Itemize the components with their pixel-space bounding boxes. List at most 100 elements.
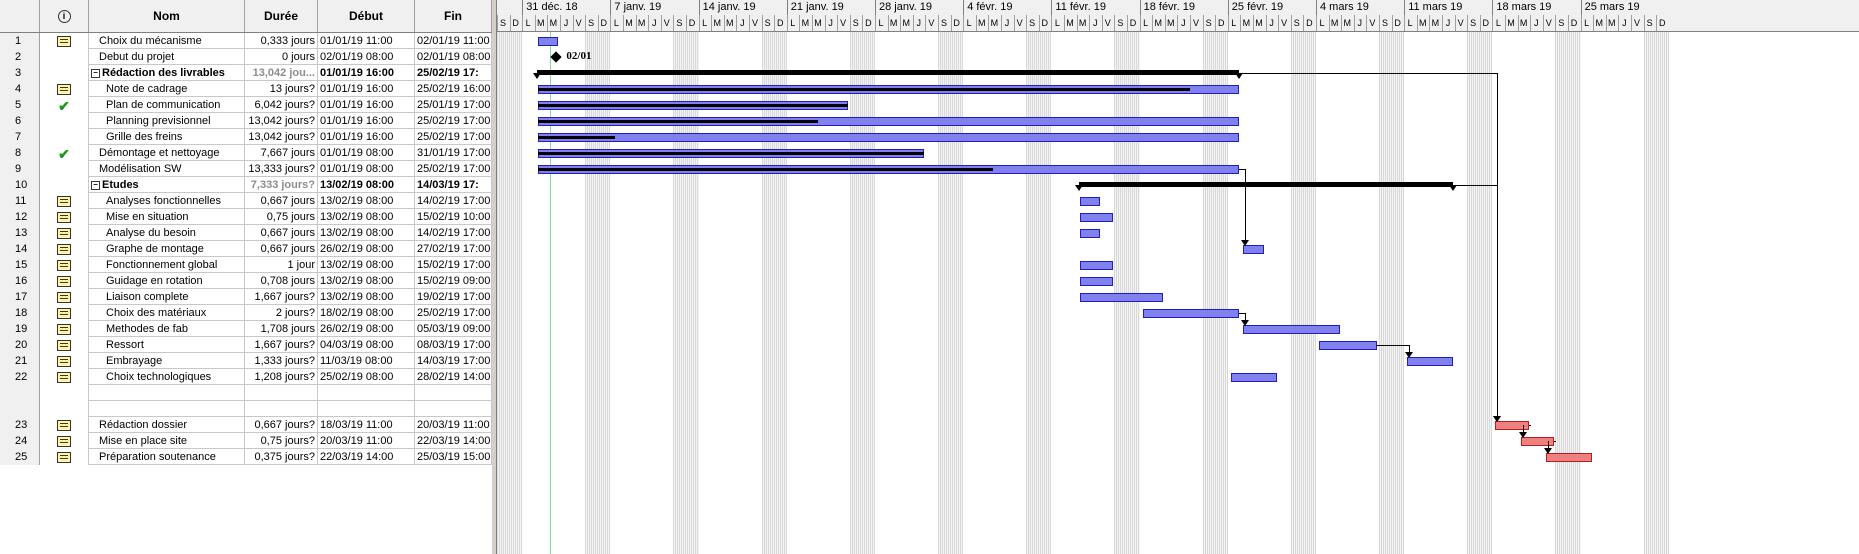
column-header-end[interactable]: Fin (415, 0, 492, 32)
note-icon[interactable] (57, 212, 71, 223)
table-row[interactable]: 3− Rédaction des livrables 13,042 jou... 01… (0, 65, 492, 81)
task-end[interactable]: 25/03/19 15:00 (417, 449, 492, 465)
task-bar[interactable] (1079, 213, 1113, 222)
note-icon[interactable] (57, 452, 71, 463)
row-id[interactable]: 1 (0, 33, 40, 49)
task-end[interactable]: 08/03/19 17:00 (417, 337, 492, 353)
task-start[interactable]: 13/02/19 08:00 (318, 193, 415, 209)
task-end[interactable]: 25/02/19 17: (415, 65, 492, 81)
table-row[interactable]: 18 Choix des matériaux 2 jours? 18/02/19 08… (0, 305, 492, 321)
collapse-icon[interactable]: − (91, 68, 100, 78)
dependency-link[interactable] (1528, 425, 1531, 426)
row-id[interactable]: 22 (0, 369, 40, 385)
task-bar[interactable] (1407, 357, 1453, 366)
task-bar[interactable] (1079, 293, 1164, 302)
task-duration[interactable]: 0 jours (245, 49, 318, 65)
task-duration[interactable]: 1,333 jours? (245, 353, 318, 369)
pane-splitter[interactable] (492, 0, 497, 554)
task-name[interactable]: Ressort (89, 337, 245, 353)
task-duration[interactable]: 1,667 jours? (245, 337, 318, 353)
table-row[interactable]: 2 Debut du projet 0 jours 02/01/19 08:00 02/… (0, 49, 492, 65)
note-icon[interactable] (57, 276, 71, 287)
task-start[interactable]: 18/03/19 11:00 (318, 417, 415, 433)
task-name[interactable]: Embrayage (89, 353, 245, 369)
collapse-icon[interactable]: − (91, 180, 100, 190)
row-id[interactable] (0, 401, 40, 417)
task-end[interactable]: 31/01/19 17:00 (417, 145, 492, 161)
dependency-link[interactable] (1547, 441, 1549, 451)
row-id[interactable]: 5 (0, 97, 40, 113)
task-end[interactable]: 14/02/19 17:00 (417, 225, 492, 241)
note-icon[interactable] (57, 356, 71, 367)
row-id[interactable]: 25 (0, 449, 40, 465)
table-row[interactable]: 24 Mise en place site 0,75 jours? 20/03/19 … (0, 433, 492, 449)
task-start[interactable]: 18/02/19 08:00 (318, 305, 415, 321)
task-start[interactable]: 01/01/19 16:00 (318, 129, 415, 145)
task-start[interactable]: 13/02/19 08:00 (318, 177, 415, 193)
task-duration[interactable]: 0,667 jours (245, 193, 318, 209)
task-duration[interactable]: 1,667 jours? (245, 289, 318, 305)
task-bar[interactable] (1319, 341, 1378, 350)
summary-bar[interactable] (1074, 182, 1458, 191)
task-name[interactable]: Choix du mécanisme (89, 33, 245, 49)
row-id[interactable]: 3 (0, 65, 40, 81)
task-name[interactable]: − Etudes (89, 177, 245, 193)
table-row[interactable]: 11 Analyses fonctionnelles 0,667 jours 13/0… (0, 193, 492, 209)
row-id[interactable]: 16 (0, 273, 40, 289)
dependency-link[interactable] (1238, 169, 1246, 170)
note-icon[interactable] (57, 308, 71, 319)
table-row[interactable]: 14 Graphe de montage 0,667 jours 26/02/19 0… (0, 241, 492, 257)
table-row[interactable]: 7 Grille des freins 13,042 jours? 01/01/19 … (0, 129, 492, 145)
table-row[interactable] (0, 385, 492, 401)
table-row[interactable]: 15 Fonctionnement global 1 jour 13/02/19 08… (0, 257, 492, 273)
task-duration[interactable]: 7,333 jours? (245, 177, 318, 193)
row-id[interactable]: 7 (0, 129, 40, 145)
task-duration[interactable]: 2 jours? (245, 305, 318, 321)
table-row[interactable]: 19 Methodes de fab 1,708 jours 26/02/19 08:… (0, 321, 492, 337)
task-duration[interactable]: 13,333 jours? (245, 161, 318, 177)
task-end[interactable]: 25/02/19 17:00 (417, 113, 492, 129)
row-id[interactable]: 10 (0, 177, 40, 193)
note-icon[interactable] (57, 260, 71, 271)
task-start[interactable]: 13/02/19 08:00 (318, 257, 415, 273)
task-name[interactable]: Plan de communication (89, 97, 245, 113)
task-duration[interactable]: 0,667 jours (245, 241, 318, 257)
task-start[interactable] (318, 385, 415, 401)
table-row[interactable]: 21 Embrayage 1,333 jours? 11/03/19 08:00 14/… (0, 353, 492, 369)
task-start[interactable] (318, 401, 415, 417)
task-start[interactable]: 26/02/19 08:00 (318, 241, 415, 257)
task-end[interactable]: 14/02/19 17:00 (417, 193, 492, 209)
task-name[interactable]: Guidage en rotation (89, 273, 245, 289)
task-end[interactable]: 15/02/19 17:00 (417, 257, 492, 273)
task-duration[interactable]: 0,667 jours (245, 225, 318, 241)
task-duration[interactable]: 7,667 jours (245, 145, 318, 161)
row-id[interactable]: 17 (0, 289, 40, 305)
row-id[interactable]: 24 (0, 433, 40, 449)
task-end[interactable]: 14/03/19 17:00 (417, 353, 492, 369)
summary-bar[interactable] (532, 70, 1243, 79)
task-end[interactable]: 14/03/19 17: (415, 177, 492, 193)
task-name[interactable]: Note de cadrage (89, 81, 245, 97)
row-id[interactable]: 21 (0, 353, 40, 369)
task-start[interactable]: 01/01/19 11:00 (318, 33, 415, 49)
task-name[interactable]: Analyse du besoin (89, 225, 245, 241)
task-duration[interactable] (245, 385, 318, 401)
column-header-start[interactable]: Début (318, 0, 415, 32)
row-id[interactable]: 9 (0, 161, 40, 177)
task-name[interactable]: Préparation soutenance (89, 449, 245, 465)
task-start[interactable]: 13/02/19 08:00 (318, 225, 415, 241)
task-bar[interactable] (1142, 309, 1239, 318)
task-duration[interactable]: 1 jour (245, 257, 318, 273)
table-row[interactable]: 10 − Etudes 7,333 jours? 13/02/19 08:00 14/03… (0, 177, 492, 193)
column-header-duration[interactable]: Durée (245, 0, 318, 32)
task-start[interactable]: 01/01/19 16:00 (318, 113, 415, 129)
task-duration[interactable]: 0,333 jours (245, 33, 318, 49)
task-end[interactable]: 05/03/19 09:00 (417, 321, 492, 337)
critical-task-bar[interactable] (1495, 421, 1529, 430)
table-row[interactable]: 4 Note de cadrage 13 jours? 01/01/19 16:00 2… (0, 81, 492, 97)
task-duration[interactable]: 13,042 jours? (245, 129, 318, 145)
task-bar[interactable] (1079, 197, 1101, 206)
task-end[interactable]: 27/02/19 17:00 (417, 241, 492, 257)
table-row[interactable]: 13 Analyse du besoin 0,667 jours 13/02/19 0… (0, 225, 492, 241)
task-name[interactable]: Grille des freins (89, 129, 245, 145)
